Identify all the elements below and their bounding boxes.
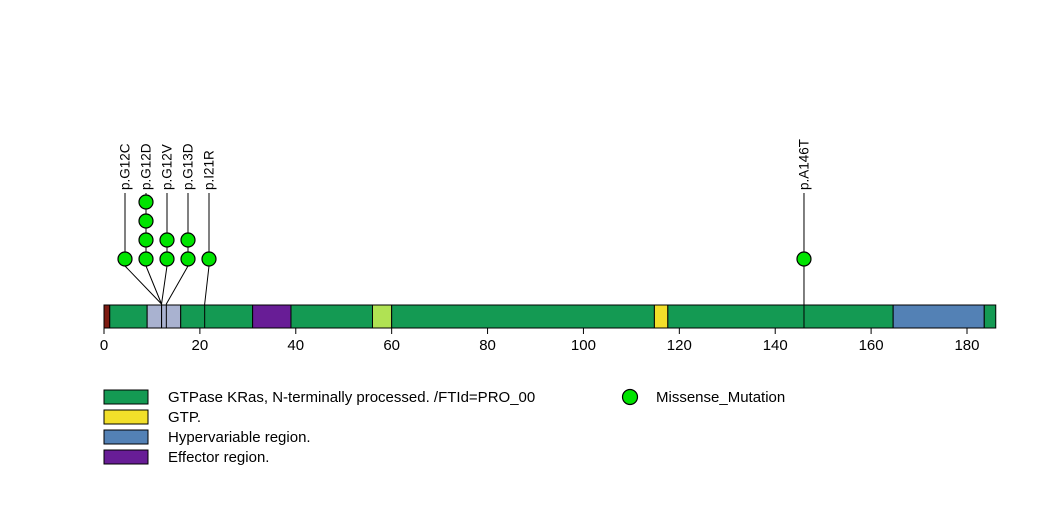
axis-tick-label: 120 bbox=[667, 337, 692, 354]
axis-tick-label: 20 bbox=[192, 337, 209, 354]
protein-domain-segment bbox=[391, 304, 655, 329]
protein-domain-segment bbox=[252, 304, 292, 329]
axis-tick-label: 180 bbox=[954, 337, 979, 354]
mutation-circle bbox=[138, 251, 154, 267]
axis-tick-label: 100 bbox=[571, 337, 596, 354]
legend-label: Effector region. bbox=[168, 449, 269, 466]
protein-domain-segment bbox=[109, 304, 148, 329]
mutation-stick bbox=[165, 193, 189, 328]
legend-swatch bbox=[103, 449, 149, 465]
mutation-label: p.G13D bbox=[181, 143, 196, 190]
legend-swatch bbox=[103, 389, 149, 405]
legend-mutation-circle bbox=[621, 388, 639, 406]
mutation-circle bbox=[138, 232, 154, 248]
mutation-circle bbox=[180, 232, 196, 248]
mutation-circle bbox=[117, 251, 133, 267]
legend-label: GTP. bbox=[168, 409, 201, 426]
mutation-label: p.G12V bbox=[160, 144, 175, 190]
protein-domain-segment bbox=[983, 304, 997, 329]
legend-swatch bbox=[103, 409, 149, 425]
mutation-circle bbox=[201, 251, 217, 267]
axis-tick-label: 160 bbox=[859, 337, 884, 354]
legend-mutation-label: Missense_Mutation bbox=[656, 389, 785, 406]
mutation-label: p.G12C bbox=[118, 143, 133, 190]
mutation-label: p.I21R bbox=[202, 150, 217, 190]
mutation-label: p.G12D bbox=[139, 143, 154, 190]
axis-tick-label: 60 bbox=[383, 337, 400, 354]
axis-tick-label: 140 bbox=[763, 337, 788, 354]
mutation-circle bbox=[159, 232, 175, 248]
axis-tick-label: 80 bbox=[479, 337, 496, 354]
axis-tick-label: 40 bbox=[287, 337, 304, 354]
protein-domain-segment bbox=[892, 304, 985, 329]
mutation-circle bbox=[138, 194, 154, 210]
mutation-circle bbox=[159, 251, 175, 267]
protein-domain-segment bbox=[103, 304, 111, 329]
protein-domain-segment bbox=[290, 304, 373, 329]
axis-tick-label: 0 bbox=[100, 337, 108, 354]
protein-domain-segment bbox=[146, 304, 182, 329]
protein-domain-segment bbox=[371, 304, 393, 329]
mutation-stick bbox=[204, 193, 210, 328]
mutation-circle bbox=[796, 251, 812, 267]
mutation-circle bbox=[138, 213, 154, 229]
mutation-stick bbox=[161, 193, 168, 328]
legend-label: Hypervariable region. bbox=[168, 429, 311, 446]
protein-domain-segment bbox=[653, 304, 669, 329]
legend-label: GTPase KRas, N-terminally processed. /FT… bbox=[168, 389, 535, 406]
protein-domain-segment bbox=[180, 304, 254, 329]
mutation-circle bbox=[180, 251, 196, 267]
mutation-label: p.A146T bbox=[796, 139, 811, 190]
protein-domain-segment bbox=[667, 304, 894, 329]
legend-swatch bbox=[103, 429, 149, 445]
